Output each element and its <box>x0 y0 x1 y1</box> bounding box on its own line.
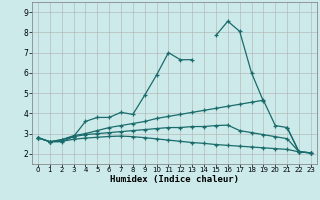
X-axis label: Humidex (Indice chaleur): Humidex (Indice chaleur) <box>110 175 239 184</box>
